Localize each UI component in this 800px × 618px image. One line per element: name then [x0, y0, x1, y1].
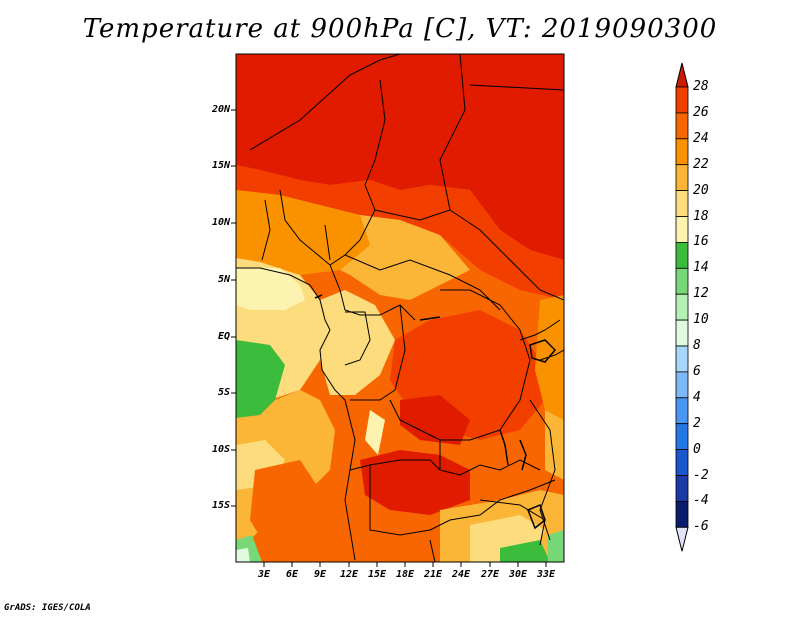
field-16C-coast: [365, 410, 385, 455]
colorbar-label: 2: [693, 415, 701, 431]
colorbar-segment: [675, 423, 689, 451]
colorbar-label: 0: [693, 441, 701, 457]
colorbar-segment: [675, 267, 689, 295]
colorbar-label: 16: [693, 234, 709, 250]
lon-label-18e: 18E: [395, 569, 415, 580]
chart-title: Temperature at 900hPa [C], VT: 201909030…: [82, 14, 718, 44]
colorbar-label: -6: [693, 519, 709, 535]
axis-ticks: [231, 109, 547, 567]
colorbar-segment: [675, 86, 689, 114]
lat-label-10s: 10S: [211, 444, 230, 455]
field-14C-ocean: [236, 340, 285, 418]
lat-label-5s: 5S: [217, 387, 230, 398]
field-18C-congo: [320, 290, 395, 395]
colorbar-top-arrow: [675, 62, 689, 88]
colorbar: [675, 62, 689, 552]
field-28C-south-congo: [400, 395, 470, 445]
lon-label-3e: 3E: [257, 569, 271, 580]
country-borders: [236, 54, 564, 562]
field-20C-central: [340, 215, 470, 300]
colorbar-label: 10: [693, 312, 709, 328]
field-12C-southeast: [548, 530, 564, 562]
lat-label-10n: 10N: [211, 217, 230, 228]
lon-label-6e: 6E: [285, 569, 299, 580]
colorbar-label: 12: [693, 286, 709, 302]
field-20C-east: [545, 410, 564, 480]
colorbar-segment: [675, 164, 689, 191]
lon-label-33e: 33E: [536, 569, 556, 580]
colorbar-label: 28: [693, 79, 709, 94]
colorbar-segment: [675, 190, 689, 217]
colorbar-label: 14: [693, 260, 709, 276]
field-22C-west: [236, 190, 370, 275]
lon-label-27e: 27E: [480, 569, 500, 580]
field-16C-gulf: [236, 268, 305, 310]
lat-label-20n: 20N: [211, 104, 230, 115]
lon-label-30e: 30E: [508, 569, 528, 580]
lon-label-24e: 24E: [451, 569, 471, 580]
colorbar-label: -4: [693, 493, 709, 509]
lon-label-15e: 15E: [367, 569, 387, 580]
lon-label-9e: 9E: [313, 569, 327, 580]
lon-label-12e: 12E: [339, 569, 359, 580]
footer-credit: GrADS: IGES/COLA: [4, 603, 91, 613]
colorbar-label: 22: [693, 156, 709, 172]
colorbar-label: 6: [693, 363, 701, 379]
lat-label-5n: 5N: [217, 274, 230, 285]
colorbar-segment: [675, 319, 689, 347]
colorbar-segment: [675, 475, 689, 502]
lat-label-15n: 15N: [211, 160, 230, 171]
field-14C-south: [500, 540, 550, 562]
lat-label-eq: EQ: [217, 331, 230, 342]
map-frame: [235, 53, 565, 563]
colorbar-segment: [675, 293, 689, 321]
lat-label-15s: 15S: [211, 500, 230, 511]
lakes: [314, 294, 557, 530]
temperature-field: [236, 54, 564, 562]
field-24C-angola-coast: [250, 460, 320, 545]
colorbar-label: 24: [693, 130, 709, 146]
colorbar-segment: [675, 216, 689, 243]
lon-label-21e: 21E: [423, 569, 443, 580]
colorbar-label: 4: [693, 389, 701, 405]
field-10C-southwest: [236, 548, 250, 562]
colorbar-segment: [675, 397, 689, 425]
field-28C-north: [236, 54, 564, 260]
colorbar-label: 8: [693, 338, 701, 353]
colorbar-segment: [675, 449, 689, 476]
colorbar-bottom-arrow: [675, 526, 689, 552]
colorbar-label: 26: [693, 104, 709, 120]
colorbar-segment: [675, 138, 689, 166]
colorbar-segment: [675, 112, 689, 140]
colorbar-segment: [675, 241, 689, 269]
colorbar-segment: [675, 371, 689, 399]
colorbar-segment: [675, 500, 689, 528]
field-28C-angola: [360, 450, 470, 515]
colorbar-label: 18: [693, 208, 709, 224]
colorbar-label: 20: [693, 182, 709, 198]
colorbar-segment: [675, 345, 689, 373]
colorbar-label: -2: [693, 467, 709, 483]
field-26C-north: [236, 165, 564, 300]
